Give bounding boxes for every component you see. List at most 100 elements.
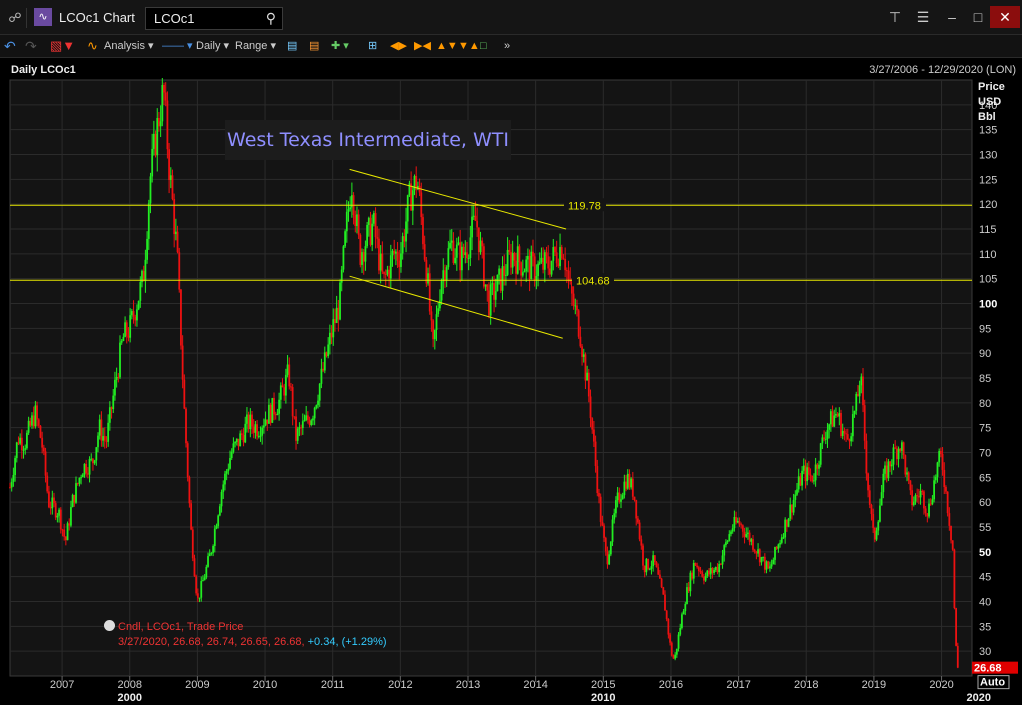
candle-body	[88, 459, 91, 475]
fit-horizontal-icon[interactable]: ▶◀	[414, 40, 431, 52]
candle-body	[232, 443, 235, 452]
ric-search-box[interactable]: LCOc1 ⚲	[145, 7, 283, 30]
analysis-dropdown[interactable]: Analysis ▾	[104, 40, 154, 52]
candle-body	[433, 330, 436, 340]
candle-body	[159, 121, 162, 127]
link-icon[interactable]: ☍	[4, 8, 27, 28]
candle-body	[686, 587, 688, 604]
candle-body	[460, 246, 463, 271]
candle-body	[49, 507, 52, 509]
chart-type-icon[interactable]: ▤	[287, 40, 298, 52]
more-tools-icon[interactable]: »	[504, 40, 511, 52]
auto-scale-button[interactable]	[977, 675, 1010, 690]
interval-dropdown[interactable]: Daily ▾	[196, 40, 230, 52]
price-chart[interactable]: 30 35 40 45 50 55 60 65 70 75 80 85 90 95 100 105 110 115…	[0, 78, 1022, 705]
candle-body	[200, 581, 203, 598]
candle-body	[638, 522, 641, 540]
candle-body	[926, 513, 929, 517]
candle-body	[504, 274, 507, 276]
line-style-icon[interactable]: —— ▾	[162, 40, 193, 52]
candle-body	[628, 473, 631, 488]
range-label: Range	[235, 40, 268, 52]
candle-body	[948, 513, 951, 526]
candle-body	[934, 477, 937, 481]
candle-body	[611, 519, 614, 542]
candle-body	[86, 473, 89, 475]
compare-icon[interactable]: ▤	[309, 40, 320, 52]
undo-icon[interactable]: ↶	[4, 38, 16, 54]
candle-body	[455, 244, 458, 258]
candle-body	[401, 236, 404, 254]
candle-body	[19, 437, 22, 444]
candle-body	[61, 529, 64, 531]
analysis-icon[interactable]: ∿	[87, 38, 98, 53]
x-tick-label: 2010	[253, 679, 277, 691]
candle-body	[538, 262, 541, 264]
candle-body	[44, 451, 47, 476]
candle-body	[855, 393, 858, 411]
search-icon[interactable]: ⚲	[265, 10, 276, 26]
candle-body	[22, 449, 25, 451]
candle-body	[76, 483, 79, 485]
candle-body	[435, 314, 438, 331]
scroll-up-down-icon[interactable]: ▲▼	[436, 40, 458, 52]
candle-body	[721, 555, 724, 565]
maximize-icon[interactable]: □	[973, 9, 983, 25]
tree-icon[interactable]: ⊤	[888, 9, 902, 25]
candle-body	[342, 246, 345, 270]
candle-body	[51, 497, 54, 509]
scroll-left-right-icon[interactable]: ◀▶	[390, 40, 407, 52]
annotation-box[interactable]	[225, 120, 511, 160]
candle-body	[386, 269, 389, 275]
candle-body	[190, 503, 192, 530]
candle-body	[484, 284, 487, 287]
redo-icon[interactable]: ↷	[25, 38, 37, 54]
annotation-text: West Texas Intermediate, WTI	[227, 129, 509, 151]
candle-body	[471, 216, 473, 238]
trend-line-lower[interactable]	[349, 275, 563, 339]
candle-body	[328, 332, 331, 345]
candle-body	[462, 246, 465, 255]
zoom-icon[interactable]: ⊞	[368, 40, 378, 52]
close-icon[interactable]: ✕	[990, 6, 1020, 28]
candlestick-icon[interactable]: ▧▼	[50, 38, 76, 53]
candle-body	[449, 242, 451, 249]
candle-body	[557, 263, 560, 267]
minimize-icon[interactable]: –	[948, 9, 956, 25]
candle-body	[235, 438, 238, 442]
candle-body	[772, 559, 775, 565]
y-axis-label: Bbl	[978, 111, 996, 123]
crosshair-icon[interactable]: ✚ ▾	[331, 40, 349, 52]
candle-body	[697, 567, 700, 572]
candle-body	[689, 572, 692, 592]
candle-body	[369, 217, 372, 245]
range-dropdown[interactable]: Range ▾	[235, 40, 276, 52]
y-tick-label: 95	[979, 323, 991, 335]
candle-body	[394, 251, 397, 254]
candle-body	[312, 418, 314, 421]
candle-body	[193, 558, 196, 577]
y-tick-label: 100	[979, 299, 997, 311]
select-area-icon[interactable]: □	[480, 40, 487, 52]
candle-body	[719, 563, 722, 565]
candle-body	[911, 490, 913, 506]
fit-vertical-icon[interactable]: ▼▲	[458, 40, 480, 52]
candle-body	[897, 448, 900, 460]
price-level-label: 119.78	[568, 200, 601, 212]
candle-body	[660, 578, 663, 588]
candle-body	[887, 461, 890, 479]
candle-body	[405, 221, 407, 242]
menu-icon[interactable]: ☰	[916, 9, 930, 25]
y-tick-label: 105	[979, 274, 997, 286]
candle-body	[482, 246, 485, 287]
candle-body	[723, 545, 726, 556]
candle-body	[186, 443, 189, 478]
candle-body	[543, 252, 546, 270]
candle-body	[850, 436, 853, 442]
trend-line-upper[interactable]	[349, 168, 567, 230]
candle-body	[581, 346, 583, 357]
y-tick-label: 110	[979, 249, 997, 261]
search-input[interactable]: LCOc1	[154, 11, 195, 26]
candle-body	[112, 395, 115, 410]
candle-body	[320, 368, 323, 384]
